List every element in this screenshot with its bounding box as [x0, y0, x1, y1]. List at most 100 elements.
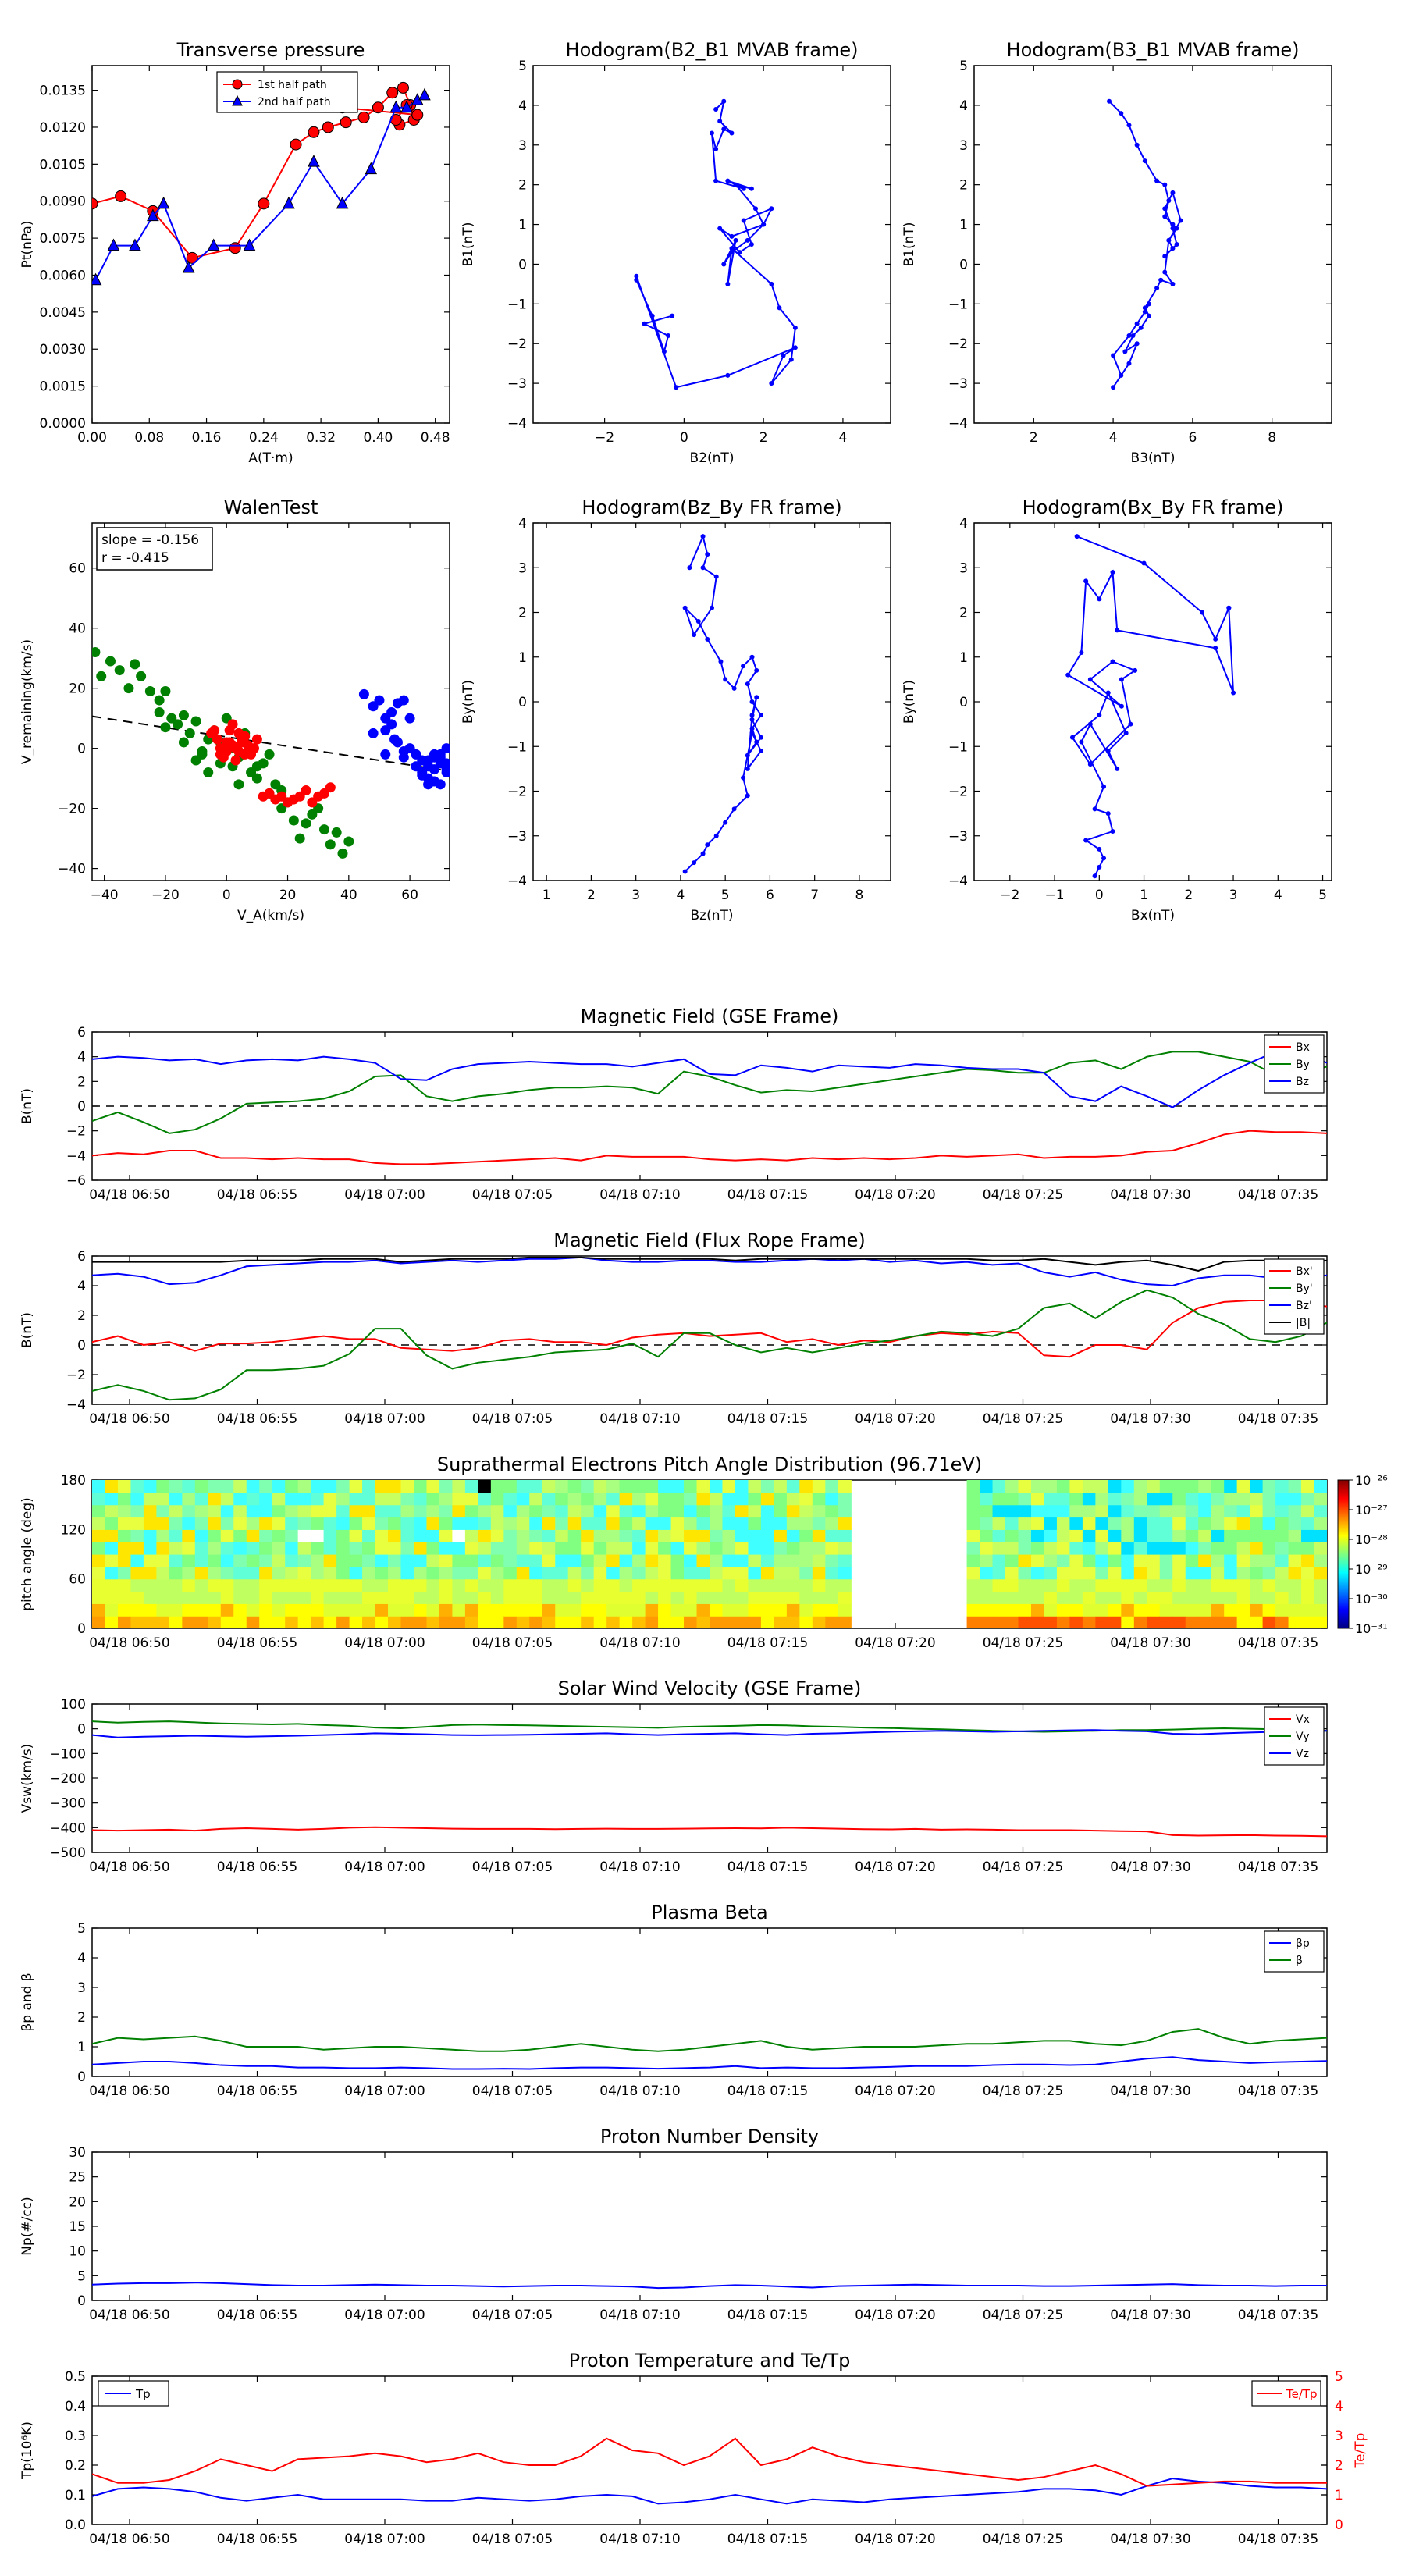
x-tick-label: 3 — [1229, 888, 1238, 903]
heat-cell — [1159, 1529, 1173, 1542]
heat-cell — [1288, 1542, 1302, 1555]
heat-cell — [1288, 1578, 1302, 1592]
marker-circle — [186, 251, 198, 264]
heat-cell — [208, 1542, 222, 1555]
heat-cell — [1288, 1603, 1302, 1617]
heat-cell — [490, 1616, 504, 1628]
x-tick-label: 0.48 — [421, 430, 450, 446]
heat-cell — [439, 1578, 454, 1592]
heat-cell — [992, 1504, 1006, 1518]
point-red — [215, 749, 226, 760]
heat-cell — [362, 1504, 376, 1518]
point-blue — [380, 749, 391, 760]
heat-cell — [311, 1616, 325, 1628]
heat-cell — [375, 1529, 389, 1542]
heat-cell — [1236, 1554, 1250, 1567]
y-tick-label: 5 — [77, 1921, 86, 1937]
heat-cell — [259, 1591, 273, 1604]
marker-dot — [1083, 838, 1089, 843]
point-green — [160, 686, 171, 697]
x-tick-label: 04/18 07:30 — [1110, 1187, 1190, 1203]
heat-cell — [710, 1591, 724, 1604]
marker-triangle — [92, 272, 102, 286]
marker-dot — [695, 618, 701, 624]
marker-dot — [1146, 313, 1151, 318]
x-tick-label: 04/18 07:05 — [472, 1411, 553, 1427]
heat-cell — [1030, 1517, 1045, 1530]
y-tick-label: −4 — [948, 873, 968, 889]
point-red — [209, 725, 220, 736]
heat-cell — [670, 1504, 685, 1518]
point-green — [144, 686, 155, 697]
heat-cell — [1159, 1578, 1173, 1592]
heat-cell — [606, 1542, 621, 1555]
heat-cell — [645, 1480, 659, 1493]
y-tick-label: 0.0030 — [40, 342, 86, 358]
heat-cell — [825, 1591, 839, 1604]
marker-dot — [1141, 560, 1147, 566]
marker-dot — [754, 667, 759, 673]
marker-dot — [1226, 605, 1232, 610]
heat-cell — [1250, 1517, 1264, 1530]
heat-cell — [1275, 1616, 1289, 1628]
heat-cell — [323, 1603, 337, 1617]
heat-cell — [1198, 1504, 1212, 1518]
heat-cell — [593, 1554, 607, 1567]
marker-triangle — [207, 238, 220, 251]
colorbar-label: 10⁻²⁶ — [1355, 1473, 1388, 1488]
y-tick-label: 1 — [518, 650, 527, 666]
heat-cell — [426, 1603, 440, 1617]
heat-cell — [786, 1578, 800, 1592]
y-tick-label: 6 — [77, 1025, 86, 1041]
marker-dot — [1170, 246, 1176, 251]
legend-label: βp — [1296, 1937, 1310, 1950]
heat-cell — [362, 1578, 376, 1592]
heat-cell — [1224, 1504, 1238, 1518]
x-tick-label: 0.24 — [249, 430, 279, 446]
heat-cell — [966, 1616, 980, 1628]
series-Bz — [92, 1051, 1327, 1108]
marker-dot — [1126, 333, 1132, 339]
heat-cell — [1005, 1492, 1019, 1506]
heat-cell — [464, 1542, 478, 1555]
heat-cell — [426, 1578, 440, 1592]
chart-title: Hodogram(Bx_By FR frame) — [1023, 496, 1284, 518]
y-tick-label-right: 0 — [1335, 2517, 1343, 2533]
y-axis-label: B1(nT) — [461, 222, 476, 267]
marker-dot — [1101, 784, 1107, 789]
heat-cell — [722, 1554, 736, 1567]
heat-cell — [208, 1480, 222, 1493]
heat-cell — [593, 1480, 607, 1493]
marker-circle — [290, 138, 302, 151]
heat-cell — [658, 1542, 672, 1555]
heat-cell — [684, 1616, 698, 1628]
marker-circle — [357, 111, 370, 123]
chart-title: Proton Temperature and Te/Tp — [569, 2350, 851, 2371]
heat-cell — [645, 1566, 659, 1580]
marker-dot — [749, 699, 755, 704]
series-By — [92, 1051, 1327, 1134]
y-tick-label: 0 — [77, 2069, 86, 2085]
x-tick-label: 04/18 07:05 — [472, 2083, 553, 2099]
heat-cell — [105, 1578, 119, 1592]
heat-cell — [1185, 1492, 1199, 1506]
point-green — [105, 656, 116, 667]
heat-cell — [208, 1492, 222, 1506]
point-red — [301, 785, 311, 796]
marker-dot — [1101, 856, 1107, 861]
marker-dot — [777, 305, 782, 311]
heat-cell — [478, 1480, 492, 1493]
heat-cell — [1082, 1554, 1096, 1567]
heat-cell — [786, 1542, 800, 1555]
heat-cell — [799, 1591, 813, 1604]
x-tick-label: 3 — [631, 888, 640, 903]
heat-cell — [323, 1529, 337, 1542]
y-axis-label: Np(#/cc) — [20, 2197, 35, 2255]
heat-cell — [1005, 1603, 1019, 1617]
heat-cell — [606, 1529, 621, 1542]
heat-cell — [1056, 1554, 1071, 1567]
heat-cell — [645, 1603, 659, 1617]
heat-cell — [1056, 1578, 1071, 1592]
series-line-0 — [635, 98, 796, 389]
heat-cell — [555, 1616, 569, 1628]
